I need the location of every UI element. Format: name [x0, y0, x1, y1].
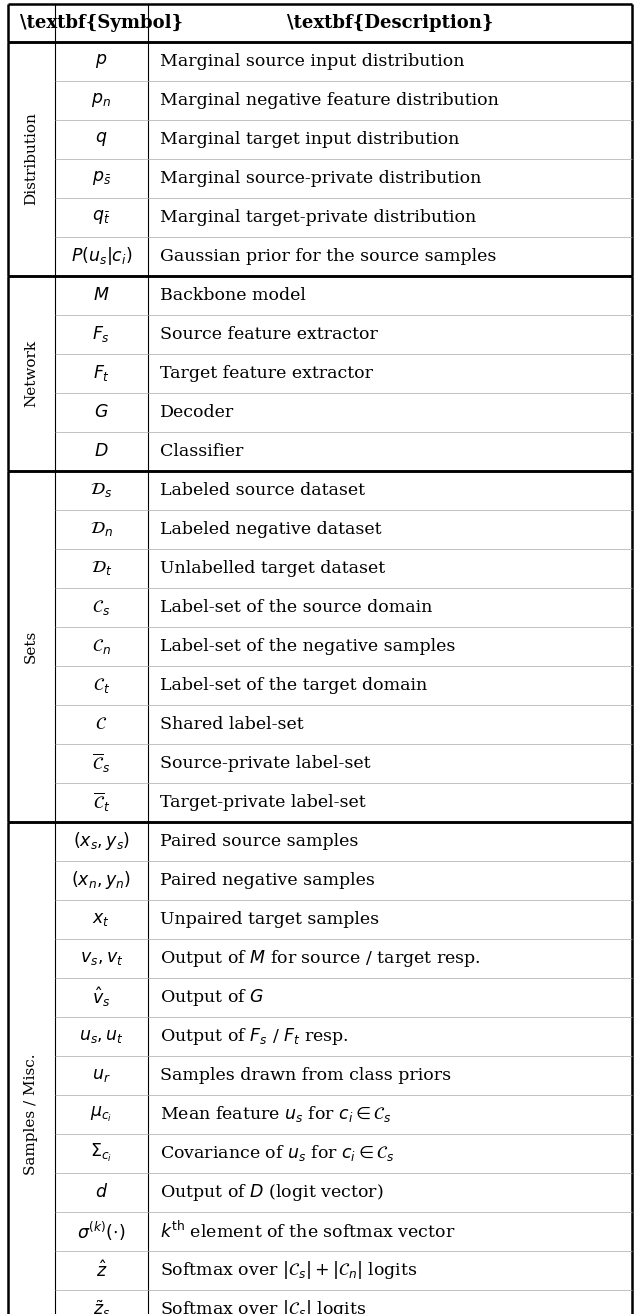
Text: $p_{\bar{s}}$: $p_{\bar{s}}$: [92, 170, 111, 188]
Text: $k^{\mathrm{th}}$ element of the softmax vector: $k^{\mathrm{th}}$ element of the softmax…: [160, 1221, 455, 1242]
Text: \textbf{Description}: \textbf{Description}: [287, 14, 493, 32]
Text: $\mu_{c_i}$: $\mu_{c_i}$: [90, 1105, 113, 1123]
Text: Marginal source input distribution: Marginal source input distribution: [160, 53, 464, 70]
Text: Softmax over $|\mathcal{C}_s| + |\mathcal{C}_n|$ logits: Softmax over $|\mathcal{C}_s| + |\mathca…: [160, 1259, 417, 1281]
Text: Labeled negative dataset: Labeled negative dataset: [160, 520, 381, 537]
Text: Output of $G$: Output of $G$: [160, 987, 264, 1008]
Text: Label-set of the source domain: Label-set of the source domain: [160, 599, 432, 616]
Text: $G$: $G$: [94, 403, 109, 420]
Text: $(x_n,y_n)$: $(x_n,y_n)$: [72, 870, 131, 891]
Text: Target-private label-set: Target-private label-set: [160, 794, 365, 811]
Text: Covariance of $u_s$ for $c_i \in \mathcal{C}_s$: Covariance of $u_s$ for $c_i \in \mathca…: [160, 1143, 395, 1163]
Text: $\hat{v}_s$: $\hat{v}_s$: [92, 986, 111, 1009]
Text: $(x_s,y_s)$: $(x_s,y_s)$: [73, 830, 130, 853]
Text: Decoder: Decoder: [160, 403, 234, 420]
Text: $P(u_s|c_i)$: $P(u_s|c_i)$: [70, 246, 132, 268]
Text: Sets: Sets: [24, 629, 38, 664]
Text: Output of $D$ (logit vector): Output of $D$ (logit vector): [160, 1181, 383, 1202]
Text: Paired negative samples: Paired negative samples: [160, 872, 374, 890]
Text: Paired source samples: Paired source samples: [160, 833, 358, 850]
Text: $q$: $q$: [95, 130, 108, 148]
Text: Samples drawn from class priors: Samples drawn from class priors: [160, 1067, 451, 1084]
Text: $\mathcal{D}_s$: $\mathcal{D}_s$: [90, 481, 113, 499]
Text: $F_t$: $F_t$: [93, 364, 110, 384]
Text: $v_s, v_t$: $v_s, v_t$: [79, 950, 123, 967]
Text: Marginal negative feature distribution: Marginal negative feature distribution: [160, 92, 499, 109]
Text: $u_r$: $u_r$: [92, 1067, 111, 1084]
Text: $p$: $p$: [95, 53, 108, 71]
Text: $\mathcal{C}_n$: $\mathcal{C}_n$: [92, 637, 111, 656]
Text: Marginal target-private distribution: Marginal target-private distribution: [160, 209, 476, 226]
Text: Softmax over $|\mathcal{C}_s|$ logits: Softmax over $|\mathcal{C}_s|$ logits: [160, 1298, 366, 1314]
Text: Backbone model: Backbone model: [160, 286, 306, 304]
Text: $p_n$: $p_n$: [92, 92, 111, 109]
Text: $D$: $D$: [94, 443, 109, 460]
Text: Label-set of the negative samples: Label-set of the negative samples: [160, 637, 455, 654]
Text: Source-private label-set: Source-private label-set: [160, 756, 371, 771]
Text: $\mathcal{C}_t$: $\mathcal{C}_t$: [93, 675, 110, 695]
Text: $M$: $M$: [93, 286, 109, 304]
Text: Source feature extractor: Source feature extractor: [160, 326, 378, 343]
Text: Marginal target input distribution: Marginal target input distribution: [160, 131, 459, 148]
Text: Output of $F_s$ / $F_t$ resp.: Output of $F_s$ / $F_t$ resp.: [160, 1026, 348, 1047]
Text: $\mathcal{D}_n$: $\mathcal{D}_n$: [90, 520, 113, 539]
Text: Classifier: Classifier: [160, 443, 243, 460]
Text: Network: Network: [24, 340, 38, 407]
Text: Output of $M$ for source / target resp.: Output of $M$ for source / target resp.: [160, 947, 481, 968]
Text: $\hat{z}$: $\hat{z}$: [95, 1260, 107, 1281]
Text: Unlabelled target dataset: Unlabelled target dataset: [160, 560, 385, 577]
Text: $\tilde{z}_s$: $\tilde{z}_s$: [93, 1298, 110, 1314]
Text: $\Sigma_{c_i}$: $\Sigma_{c_i}$: [90, 1142, 113, 1164]
Text: Distribution: Distribution: [24, 113, 38, 205]
Text: $\overline{\mathcal{C}}_t$: $\overline{\mathcal{C}}_t$: [93, 791, 110, 815]
Text: \textbf{Symbol}: \textbf{Symbol}: [20, 14, 183, 32]
Text: $x_t$: $x_t$: [92, 911, 110, 928]
Text: $\mathcal{D}_t$: $\mathcal{D}_t$: [91, 560, 112, 577]
Text: Samples / Misc.: Samples / Misc.: [24, 1054, 38, 1175]
Text: $q_{\bar{t}}$: $q_{\bar{t}}$: [92, 209, 111, 226]
Text: Labeled source dataset: Labeled source dataset: [160, 482, 365, 499]
Text: Marginal source-private distribution: Marginal source-private distribution: [160, 170, 481, 187]
Text: $u_s, u_t$: $u_s, u_t$: [79, 1028, 124, 1045]
Text: Label-set of the target domain: Label-set of the target domain: [160, 677, 427, 694]
Text: $F_s$: $F_s$: [92, 325, 111, 344]
Text: $\overline{\mathcal{C}}_s$: $\overline{\mathcal{C}}_s$: [92, 752, 111, 775]
Text: Target feature extractor: Target feature extractor: [160, 365, 372, 382]
Text: Mean feature $u_s$ for $c_i \in \mathcal{C}_s$: Mean feature $u_s$ for $c_i \in \mathcal…: [160, 1105, 392, 1125]
Text: $\mathcal{C}$: $\mathcal{C}$: [95, 716, 108, 733]
Text: Gaussian prior for the source samples: Gaussian prior for the source samples: [160, 248, 496, 265]
Text: $d$: $d$: [95, 1184, 108, 1201]
Text: Unpaired target samples: Unpaired target samples: [160, 911, 379, 928]
Text: Shared label-set: Shared label-set: [160, 716, 303, 733]
Text: $\mathcal{C}_s$: $\mathcal{C}_s$: [92, 598, 111, 618]
Text: $\sigma^{(k)}(\cdot)$: $\sigma^{(k)}(\cdot)$: [77, 1219, 125, 1243]
